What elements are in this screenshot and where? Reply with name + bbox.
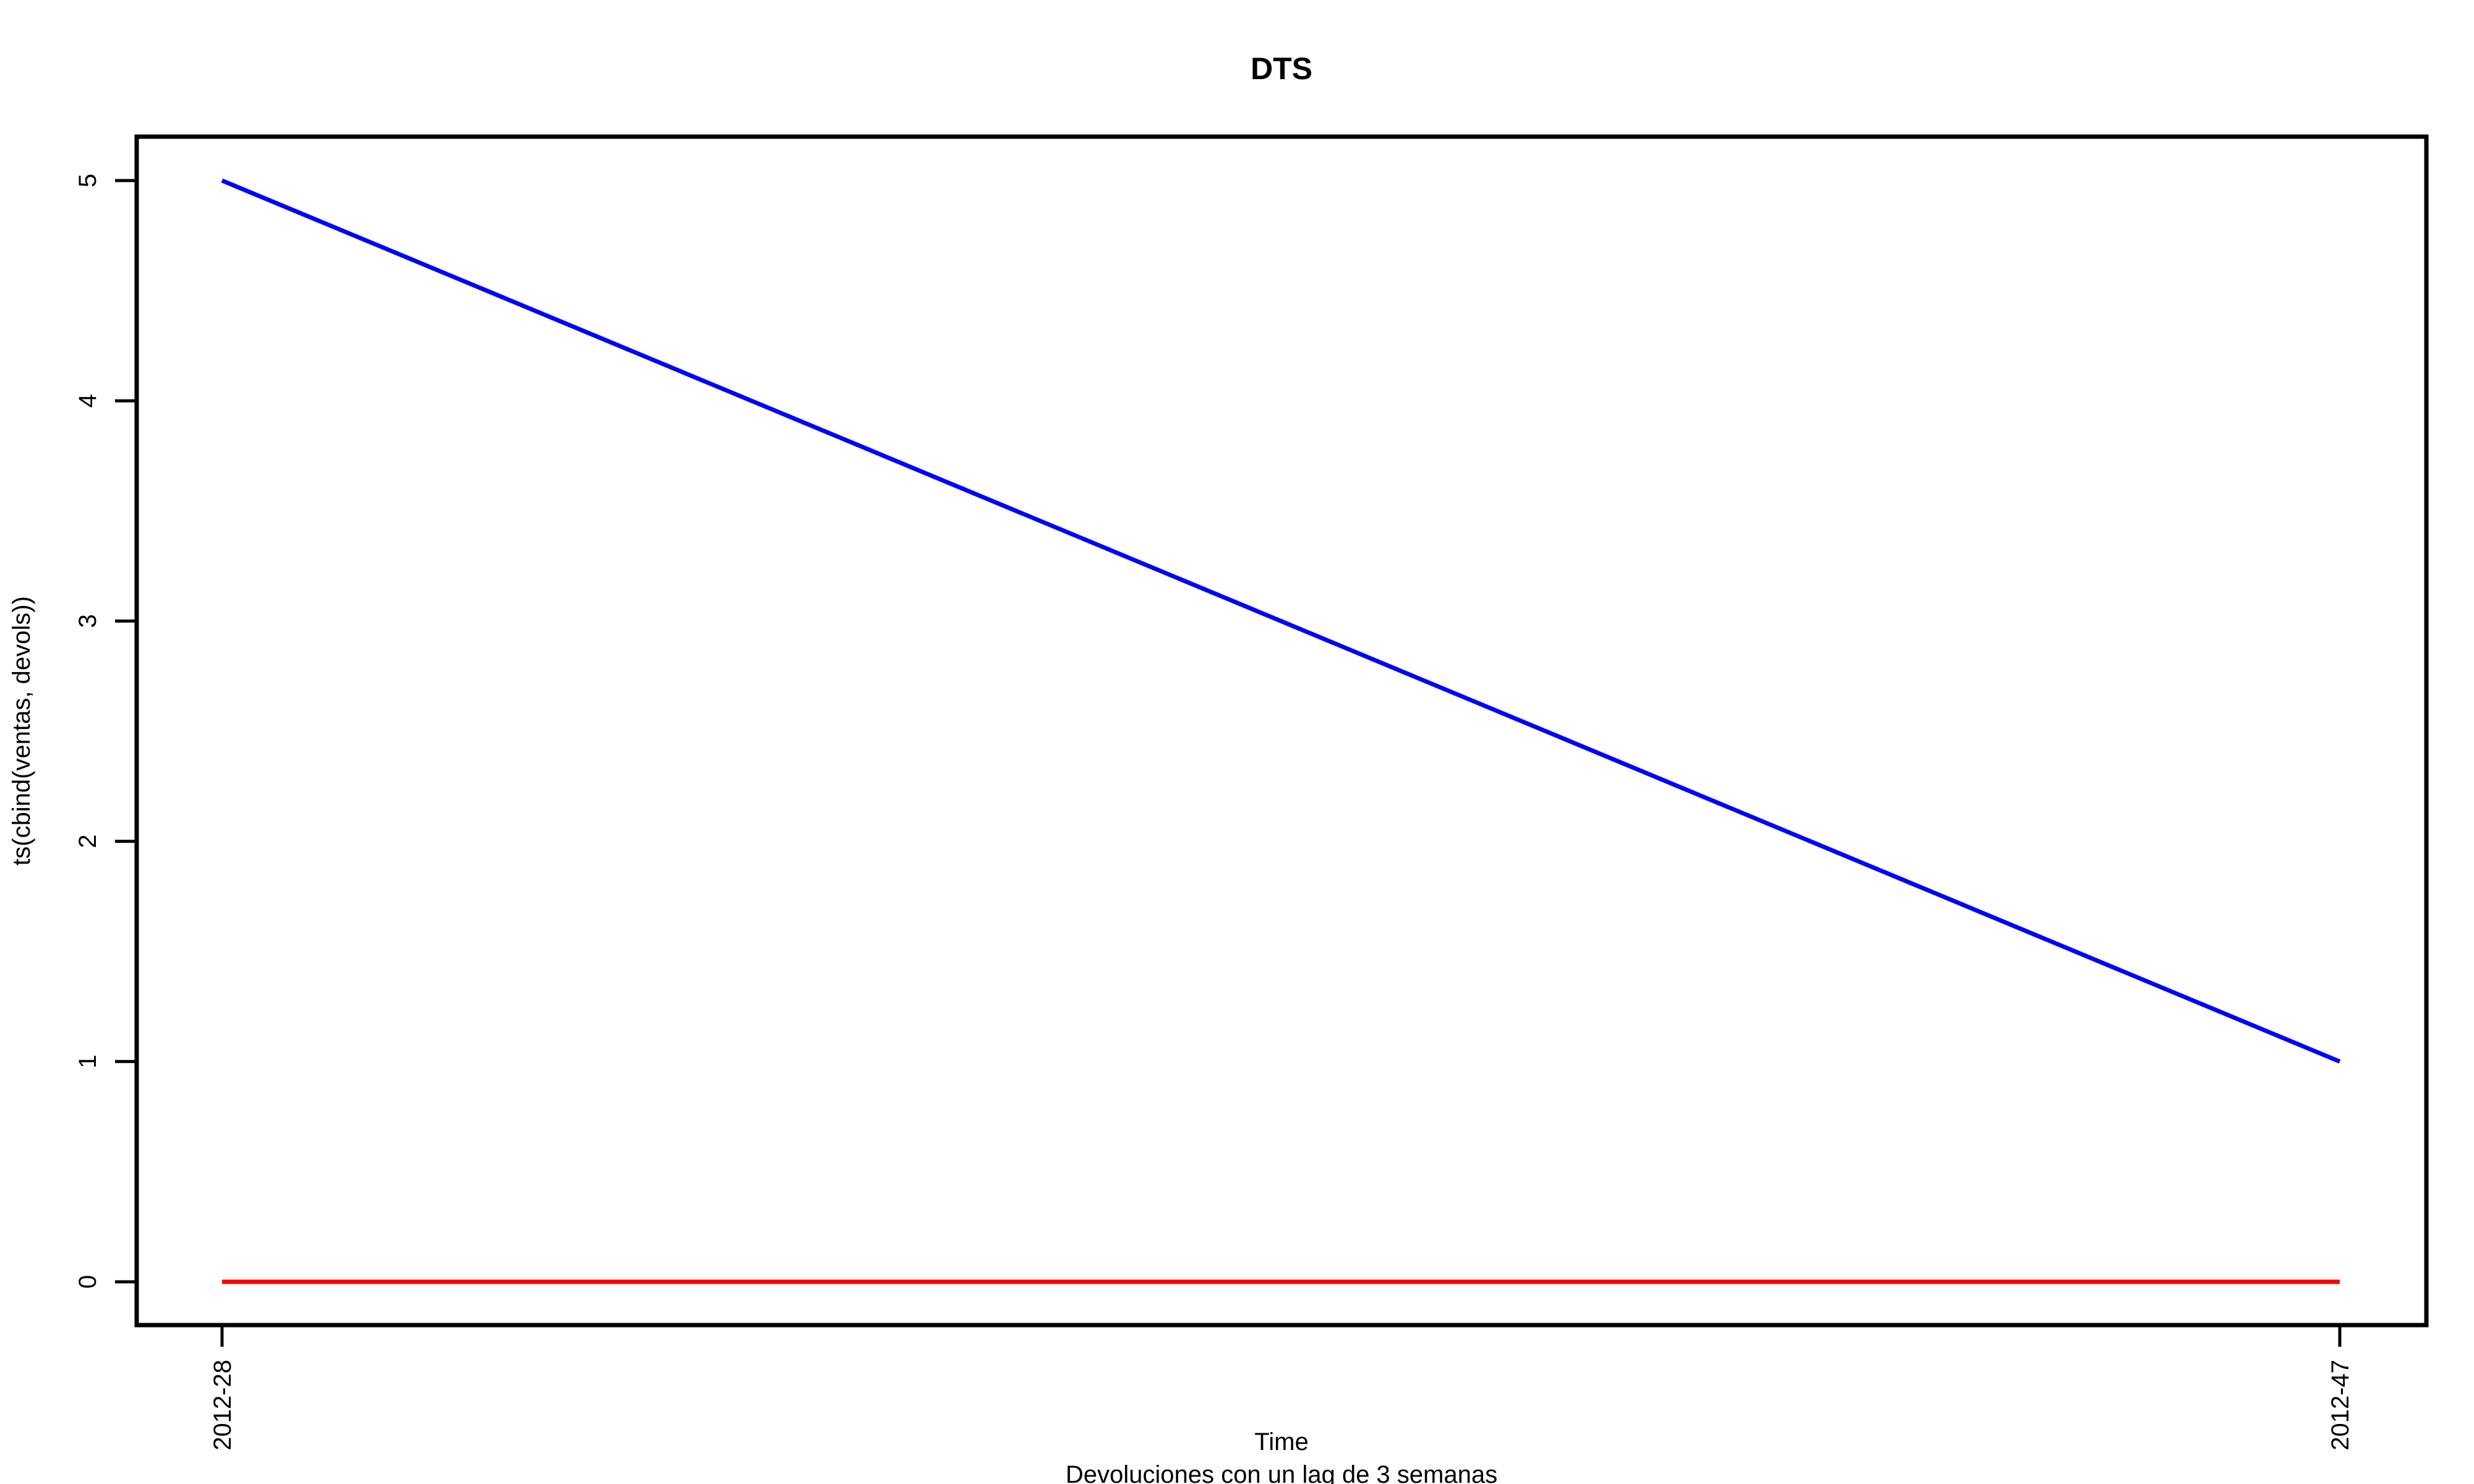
- x-axis: 2012-28 2012-47: [209, 1323, 2354, 1451]
- series-layer: [221, 178, 2341, 1284]
- chart-title: DTS: [1251, 51, 1312, 86]
- series-line-1: [221, 178, 2341, 1064]
- x-tick-label: 2012-28: [209, 1360, 236, 1451]
- y-tick-label: 0: [74, 1275, 101, 1289]
- y-tick-label: 5: [74, 174, 101, 187]
- y-axis: 0 1 2 3 4 5: [74, 174, 139, 1289]
- y-axis-label: ts(cbind(ventas, devols)): [8, 596, 35, 866]
- y-tick-label: 2: [74, 834, 101, 848]
- y-tick-label: 4: [74, 394, 101, 407]
- chart-subtitle: Devoluciones con un lag de 3 semanas: [1066, 1461, 1497, 1484]
- plot-frame: [134, 134, 2429, 1328]
- y-tick-label: 1: [74, 1055, 101, 1068]
- x-tick-label: 2012-47: [2327, 1360, 2354, 1451]
- x-axis-label: Time: [1254, 1428, 1308, 1456]
- y-tick-label: 3: [74, 614, 101, 628]
